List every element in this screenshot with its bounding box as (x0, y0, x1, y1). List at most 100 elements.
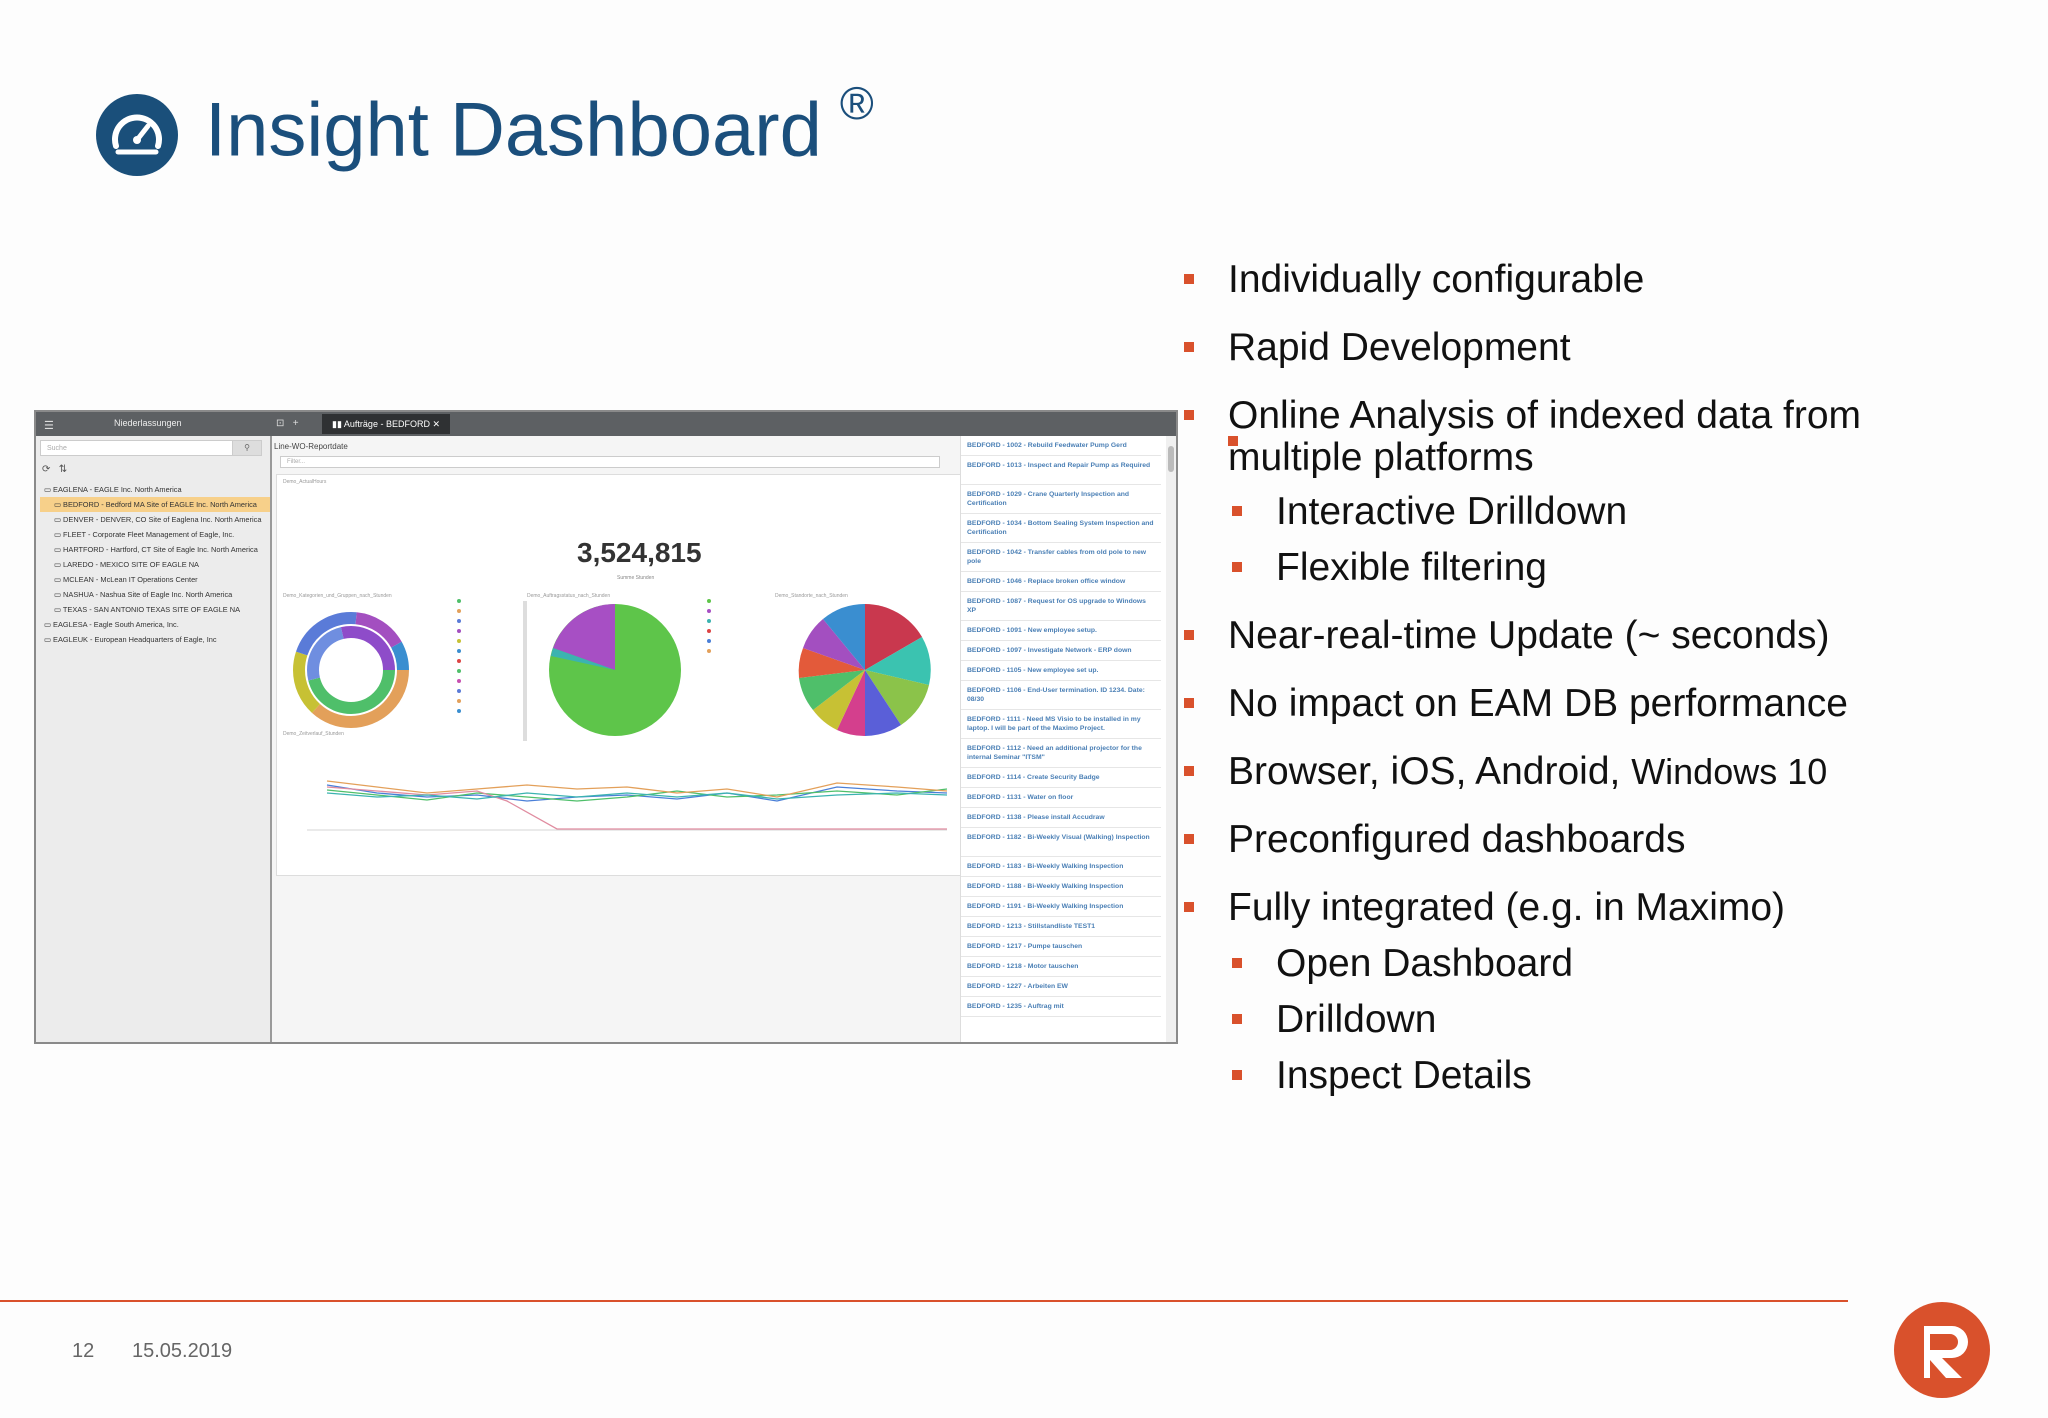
chart-icon: ▮▮ (332, 419, 344, 429)
tab-label: Aufträge - BEDFORD (343, 419, 430, 429)
dashboard-main: Line-WO-Reportdate Filter... Demo_Actual… (272, 436, 972, 1042)
r-logo-icon (1894, 1302, 1990, 1398)
bullet-item: Online Analysis of indexed data from (1183, 394, 1862, 437)
work-order-item[interactable]: BEDFORD - 1227 - Arbeiten EW (961, 977, 1161, 997)
bullet-item: Fully integrated (e.g. in Maximo) (1183, 886, 1786, 929)
work-order-item[interactable]: BEDFORD - 1213 - Stillstandliste TEST1 (961, 917, 1161, 937)
bullet-text: Interactive Drilldown (1276, 490, 1628, 533)
tree-item[interactable]: ▭ MCLEAN - McLean IT Operations Center (40, 572, 270, 587)
close-icon[interactable]: ✕ (432, 419, 441, 429)
tree-item-label: MCLEAN - McLean IT Operations Center (63, 575, 198, 584)
tree-item-label: LAREDO - MEXICO SITE OF EAGLE NA (63, 560, 199, 569)
site-icon: ▭ (44, 635, 54, 644)
refresh-icon[interactable]: ⟳ (42, 464, 51, 475)
bullet-text: Preconfigured dashboards (1228, 818, 1686, 861)
page-number: 12 (72, 1340, 95, 1362)
search-icon[interactable]: ⚲ (232, 440, 262, 456)
tree-item[interactable]: ▭ EAGLENA - EAGLE Inc. North America (40, 482, 270, 497)
sidebar-search-input[interactable]: Suche (40, 440, 240, 456)
work-order-item[interactable]: BEDFORD - 1235 - Auftrag mit (961, 997, 1161, 1017)
sidebar-title: Niederlassungen (114, 418, 182, 428)
work-order-item[interactable]: BEDFORD - 1002 - Rebuild Feedwater Pump … (961, 436, 1161, 456)
tree-item-label: BEDFORD - Bedford MA Site of EAGLE Inc. … (63, 500, 257, 509)
trend-line-chart (307, 780, 948, 831)
work-order-list[interactable]: BEDFORD - 1002 - Rebuild Feedwater Pump … (960, 436, 1161, 1042)
locations-pie-chart (798, 603, 931, 737)
chart-label: Demo_Auftragsstatus_nach_Stunden (527, 593, 611, 599)
work-order-item[interactable]: BEDFORD - 1217 - Pumpe tauschen (961, 937, 1161, 957)
tree-item[interactable]: ▭ LAREDO - MEXICO SITE OF EAGLE NA (40, 557, 270, 572)
chart-label: Demo_Standorte_nach_Stunden (775, 593, 848, 599)
bullet-item: multiple platforms (1228, 436, 1534, 479)
kpi-value: 3,524,815 (577, 537, 702, 568)
tab-auftraege[interactable]: ▮▮ Aufträge - BEDFORD ✕ (322, 414, 451, 434)
tree-item-label: DENVER - DENVER, CO Site of Eaglena Inc.… (63, 515, 262, 524)
work-order-item[interactable]: BEDFORD - 1131 - Water on floor (961, 788, 1161, 808)
filter-input[interactable]: Filter... (280, 456, 940, 468)
work-order-item[interactable]: BEDFORD - 1182 - Bi-Weekly Visual (Walki… (961, 828, 1161, 857)
tree-item[interactable]: ▭ NASHUA - Nashua Site of Eagle Inc. Nor… (40, 587, 270, 602)
title-text: Insight Dashboard (205, 87, 822, 173)
tree-item-label: NASHUA - Nashua Site of Eagle Inc. North… (63, 590, 233, 599)
tree-item[interactable]: ▭ TEXAS - SAN ANTONIO TEXAS SITE OF EAGL… (40, 602, 270, 617)
tree-item[interactable]: ▭ BEDFORD - Bedford MA Site of EAGLE Inc… (40, 497, 270, 512)
work-order-item[interactable]: BEDFORD - 1042 - Transfer cables from ol… (961, 543, 1161, 572)
work-order-item[interactable]: BEDFORD - 1087 - Request for OS upgrade … (961, 592, 1161, 621)
bullet-item: Preconfigured dashboards (1183, 818, 1686, 861)
work-order-item[interactable]: BEDFORD - 1218 - Motor tauschen (961, 957, 1161, 977)
bullet-text: multiple platforms (1228, 436, 1534, 479)
sidebar-tools[interactable]: ⟳ ⇅ (42, 464, 67, 475)
work-order-item[interactable]: BEDFORD - 1091 - New employee setup. (961, 621, 1161, 641)
tree-item-label: EAGLENA - EAGLE Inc. North America (53, 485, 182, 494)
site-icon: ▭ (54, 560, 64, 569)
site-icon: ▭ (54, 530, 64, 539)
work-order-item[interactable]: BEDFORD - 1112 - Need an additional proj… (961, 739, 1161, 768)
scrollbar[interactable] (1166, 436, 1176, 1042)
tree-item[interactable]: ▭ EAGLESA - Eagle South America, Inc. (40, 617, 270, 632)
work-order-item[interactable]: BEDFORD - 1105 - New employee set up. (961, 661, 1161, 681)
work-order-item[interactable]: BEDFORD - 1188 - Bi-Weekly Walking Inspe… (961, 877, 1161, 897)
work-order-item[interactable]: BEDFORD - 1046 - Replace broken office w… (961, 572, 1161, 592)
tree-item[interactable]: ▭ FLEET - Corporate Fleet Management of … (40, 527, 270, 542)
tree-item-label: FLEET - Corporate Fleet Management of Ea… (63, 530, 235, 539)
bullet-text: Near-real-time Update (~ seconds) (1228, 614, 1830, 657)
site-icon: ▭ (54, 605, 63, 614)
tree-item[interactable]: ▭ HARTFORD - Hartford, CT Site of Eagle … (40, 542, 270, 557)
work-order-item[interactable]: BEDFORD - 1097 - Investigate Network - E… (961, 641, 1161, 661)
work-order-item[interactable]: BEDFORD - 1111 - Need MS Visio to be ins… (961, 710, 1161, 739)
work-order-item[interactable]: BEDFORD - 1029 - Crane Quarterly Inspect… (961, 485, 1161, 514)
scroll-thumb[interactable] (1168, 446, 1174, 472)
tree-item-label: EAGLESA - Eagle South America, Inc. (53, 620, 179, 629)
bullet-text: Fully integrated (e.g. in Maximo) (1228, 886, 1786, 929)
tree-item-label: HARTFORD - Hartford, CT Site of Eagle In… (63, 545, 258, 554)
tree-item[interactable]: ▭ DENVER - DENVER, CO Site of Eaglena In… (40, 512, 270, 527)
slide-date: 15.05.2019 (132, 1340, 233, 1362)
work-order-item[interactable]: BEDFORD - 1183 - Bi-Weekly Walking Inspe… (961, 857, 1161, 877)
donut-legend (457, 599, 461, 713)
work-order-item[interactable]: BEDFORD - 1034 - Bottom Sealing System I… (961, 514, 1161, 543)
charts-graphic[interactable] (277, 475, 963, 873)
bullet-text: Open Dashboard (1276, 942, 1574, 985)
registered-mark: ® (839, 77, 874, 129)
bullet-text: Flexible filtering (1276, 546, 1547, 589)
sort-icon[interactable]: ⇅ (58, 464, 68, 475)
speedometer-icon (96, 94, 178, 176)
bullet-text: Online Analysis of indexed data from (1228, 394, 1862, 437)
sub-bullet-item: Inspect Details (1232, 1054, 1532, 1097)
tree-item[interactable]: ▭ EAGLEUK - European Headquarters of Eag… (40, 632, 270, 647)
bullet-item: Browser, iOS, Android, Windows 10 (1183, 750, 1827, 793)
work-order-item[interactable]: BEDFORD - 1106 - End-User termination. I… (961, 681, 1161, 710)
bullet-text: Drilldown (1276, 998, 1437, 1041)
work-order-item[interactable]: BEDFORD - 1013 - Inspect and Repair Pump… (961, 456, 1161, 485)
site-icon: ▭ (54, 515, 64, 524)
work-order-item[interactable]: BEDFORD - 1191 - Bi-Weekly Walking Inspe… (961, 897, 1161, 917)
tab-tools[interactable]: ⊡ + (276, 418, 299, 429)
tree-item-label: EAGLEUK - European Headquarters of Eagle… (53, 635, 217, 644)
menu-icon[interactable]: ☰ (44, 420, 54, 432)
work-order-item[interactable]: BEDFORD - 1138 - Please install Accudraw (961, 808, 1161, 828)
tree-item-label: TEXAS - SAN ANTONIO TEXAS SITE OF EAGLE … (62, 605, 241, 614)
bullet-item: Near-real-time Update (~ seconds) (1184, 614, 1830, 657)
work-order-item[interactable]: BEDFORD - 1114 - Create Security Badge (961, 768, 1161, 788)
sidebar: Suche ⚲ ⟳ ⇅ ▭ EAGLENA - EAGLE Inc. North… (36, 436, 272, 1042)
bullet-text: Individually configurable (1228, 258, 1645, 301)
